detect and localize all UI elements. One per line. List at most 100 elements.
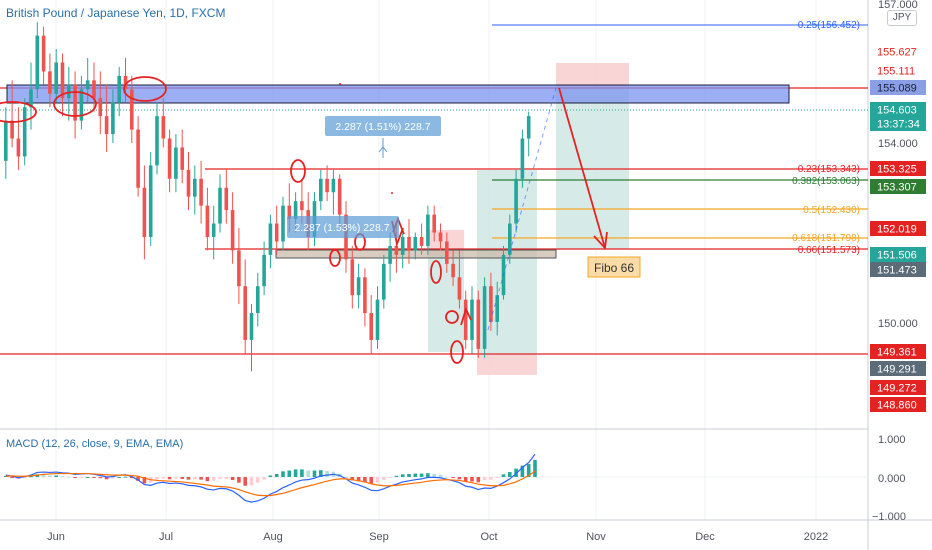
candle-body [331,178,336,193]
macd-tick-0: 0.000 [878,473,906,485]
price-badge-box [870,247,926,262]
candle-body [174,147,178,179]
macd-histogram-bar [306,470,310,477]
candle-body [451,263,455,278]
candle-body [407,236,411,251]
month-nov: Nov [586,531,606,543]
candle-body [123,75,128,90]
macd-histogram-bar [476,477,481,483]
candle-body [256,286,260,314]
macd-histogram-bar [92,477,96,478]
candle-body [356,277,361,296]
signal-line [5,470,536,497]
price-badge-box [870,221,926,236]
candle-body [243,286,247,340]
price-badge-box [870,262,926,277]
supply-zone [6,84,790,104]
price-badge-label: 155.089 [877,83,917,95]
macd-title: MACD (12, 26, close, 9, EMA, EMA) [6,438,184,450]
price-badge-box [870,80,926,95]
candle-body [180,147,184,170]
macd-histogram-bar [451,477,455,478]
candle-body [230,210,235,251]
candle-body [60,62,65,99]
price-badge-label: 148.860 [877,400,917,412]
macd-histogram-bar [400,474,405,477]
macd-histogram-bar [413,473,418,477]
candle-body [148,165,153,237]
price-tick-150: 150.000 [878,318,918,330]
macd-histogram-bar [48,475,52,477]
macd-histogram-bar [224,477,229,479]
macd-histogram-bar [4,475,8,477]
macd-pane [0,453,868,503]
candle-body [388,245,392,264]
macd-histogram-bar [174,477,178,479]
month-jul: Jul [159,531,173,543]
candle-body [4,120,8,161]
price-badge-label: 152.019 [877,224,917,236]
candle-body [41,35,46,72]
candle-body [470,299,474,340]
candle-body [514,178,518,224]
price-badge-label: 13:37:34 [877,119,920,131]
macd-histogram-bar [199,477,203,480]
candle-body [199,178,203,206]
macd-histogram-bar [268,475,273,477]
macd-histogram-bar [375,477,380,483]
candle-body [262,254,266,287]
macd-histogram-bar [369,477,373,484]
candle-body [482,286,487,349]
macd-histogram-bar [382,477,386,481]
macd-histogram-bar [54,475,58,477]
price-badge-label: 149.272 [877,383,917,395]
candle-body [104,116,109,135]
macd-histogram-bar [117,477,121,478]
month-sep: Sep [369,531,389,543]
price-badge-label: 149.361 [877,347,917,359]
candle-body [438,232,443,242]
measure-arrow-1-icon [378,146,388,153]
target-box-red [556,63,629,87]
macd-histogram-bar [325,470,329,477]
macd-histogram-bar [363,477,367,483]
macd-histogram-bar [67,476,71,478]
price-badge-box [870,44,926,59]
macd-histogram-bar [350,477,355,481]
projection-dashed [487,87,557,331]
candle-body [520,138,525,179]
macd-histogram-bar [180,477,184,479]
candle-body [237,250,241,287]
macd-histogram-bar [526,464,531,477]
price-badge-box [870,397,926,412]
price-badge-label: 151.506 [877,250,917,262]
candle-body [382,263,386,300]
macd-histogram-bar [508,472,512,477]
candle-body [325,178,329,193]
macd-histogram-bar [167,477,172,480]
candle-body [319,178,323,202]
candle-body [281,205,285,242]
measure-box-green-1 [477,170,537,355]
candle-body [85,80,90,90]
measure-box-green-2 [428,254,464,352]
macd-histogram-bar [237,477,241,483]
macd-histogram-bar [22,477,27,478]
macd-histogram-bar [426,473,430,477]
currency-badge[interactable]: JPY [887,10,917,26]
price-badges: 155.627 155.111 155.089 154.603 13:37:34 153.… [870,44,926,412]
price-badge-label: 149.291 [877,364,917,376]
macd-histogram-bar [136,477,140,481]
candle-body [16,138,21,157]
fib-label-0-382: 0.382(153.063) [792,176,860,187]
macd-histogram-bar [388,477,392,478]
month-jun: Jun [47,531,65,543]
macd-histogram-bar [29,476,33,478]
candle-body [394,245,399,255]
macd-histogram-bar [98,477,103,479]
candle-body [463,299,468,340]
candle-body [142,187,147,237]
candle-body [489,286,493,322]
